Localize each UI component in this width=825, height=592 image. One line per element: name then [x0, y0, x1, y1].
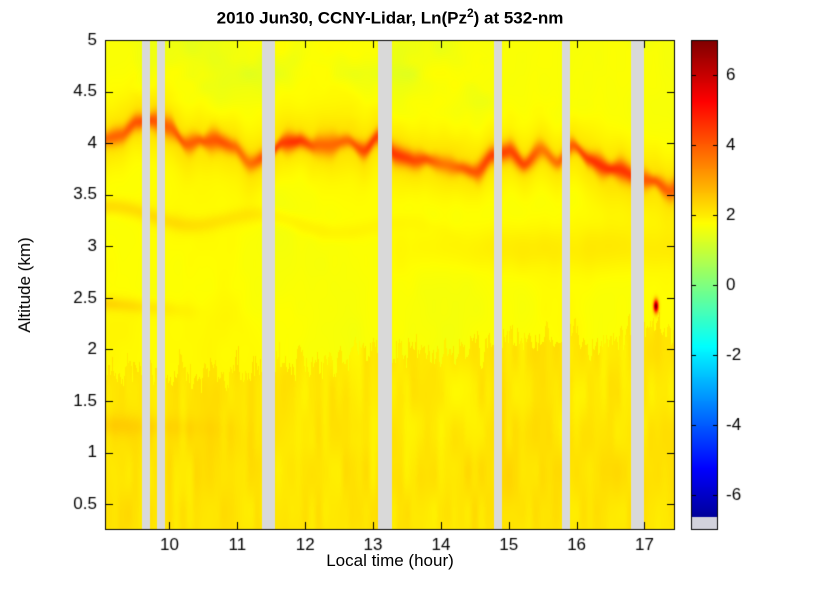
chart-title-superscript: 2 [466, 6, 474, 20]
chart-title-suffix: ) at 532-nm [473, 8, 564, 28]
x-axis-label: Local time (hour) [326, 551, 454, 570]
y-axis-label: Altitude (km) [15, 237, 34, 333]
chart-title: 2010 Jun30, CCNY-Lidar, Ln(Pz2) at 532-n… [105, 6, 675, 29]
chart-title-prefix: 2010 Jun30, CCNY-Lidar, Ln(Pz [216, 8, 467, 28]
